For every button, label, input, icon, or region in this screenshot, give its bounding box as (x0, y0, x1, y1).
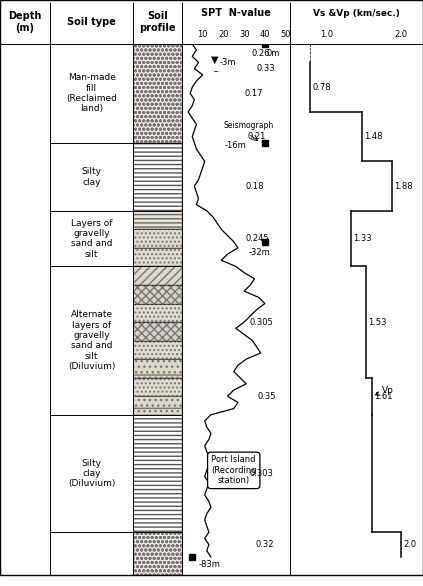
Text: 1.33: 1.33 (354, 234, 372, 243)
Text: Vs &Vp (km/sec.): Vs &Vp (km/sec.) (313, 9, 400, 18)
Text: 0.32: 0.32 (256, 540, 274, 549)
Text: 0.245: 0.245 (245, 234, 269, 243)
Text: 1.48: 1.48 (365, 132, 383, 141)
Text: 0.26: 0.26 (251, 49, 270, 57)
Text: 30: 30 (239, 30, 250, 39)
Bar (133, 532, 182, 575)
Text: Silty
clay: Silty clay (82, 167, 102, 186)
Bar (133, 304, 182, 322)
Bar (133, 340, 182, 359)
Text: 0.303: 0.303 (249, 469, 273, 478)
Bar (133, 285, 182, 304)
Bar (133, 396, 182, 415)
Text: 0.78: 0.78 (313, 83, 331, 92)
Text: 0.17: 0.17 (244, 89, 263, 98)
Bar (133, 415, 182, 532)
Bar (133, 143, 182, 211)
Text: 10: 10 (198, 30, 208, 39)
Text: Soil
profile: Soil profile (139, 11, 176, 33)
Bar (133, 44, 182, 143)
Text: 1.88: 1.88 (394, 182, 413, 190)
Text: Silty
clay
(Diluvium): Silty clay (Diluvium) (68, 459, 115, 488)
Text: 50: 50 (280, 30, 291, 39)
Text: 0.18: 0.18 (245, 182, 264, 190)
Text: 40: 40 (260, 30, 270, 39)
Text: Vp: Vp (376, 386, 394, 395)
Bar (133, 211, 182, 229)
Bar (133, 322, 182, 340)
Text: -3m: -3m (219, 58, 236, 67)
Text: 0.305: 0.305 (249, 318, 273, 326)
Text: -16m: -16m (225, 141, 246, 151)
Text: -83m: -83m (198, 560, 220, 569)
Text: Layers of
gravelly
sand and
silt: Layers of gravelly sand and silt (71, 219, 113, 259)
Text: ▼: ▼ (212, 54, 219, 64)
Bar (133, 229, 182, 248)
Text: Soil type: Soil type (67, 17, 116, 27)
Text: Depth
(m): Depth (m) (8, 11, 41, 33)
Text: 0.33: 0.33 (256, 64, 275, 73)
Text: Seismograph: Seismograph (223, 121, 274, 130)
Text: Alternate
layers of
gravelly
sand and
silt
(Diluvium): Alternate layers of gravelly sand and si… (68, 310, 115, 371)
Text: 1.0: 1.0 (320, 30, 333, 39)
Text: Vs: Vs (0, 585, 1, 586)
Text: 2.0: 2.0 (394, 30, 407, 39)
Text: ─: ─ (213, 69, 217, 75)
Text: 2.0: 2.0 (403, 540, 416, 549)
Text: -32m: -32m (248, 248, 270, 257)
Text: Man-made
fill
(Reclaimed
land): Man-made fill (Reclaimed land) (66, 73, 117, 114)
Text: 1.53: 1.53 (368, 318, 387, 326)
Text: SPT  N-value: SPT N-value (201, 8, 271, 18)
Bar (133, 248, 182, 267)
Text: 20: 20 (218, 30, 228, 39)
Bar (133, 359, 182, 378)
Text: Port Island
(Recording
station): Port Island (Recording station) (211, 455, 257, 485)
Text: 0.35: 0.35 (258, 391, 277, 401)
Text: 0m: 0m (267, 49, 280, 58)
Text: 1.61: 1.61 (374, 391, 393, 401)
Text: 0.21: 0.21 (248, 132, 266, 141)
Bar (133, 267, 182, 285)
Bar (133, 378, 182, 396)
